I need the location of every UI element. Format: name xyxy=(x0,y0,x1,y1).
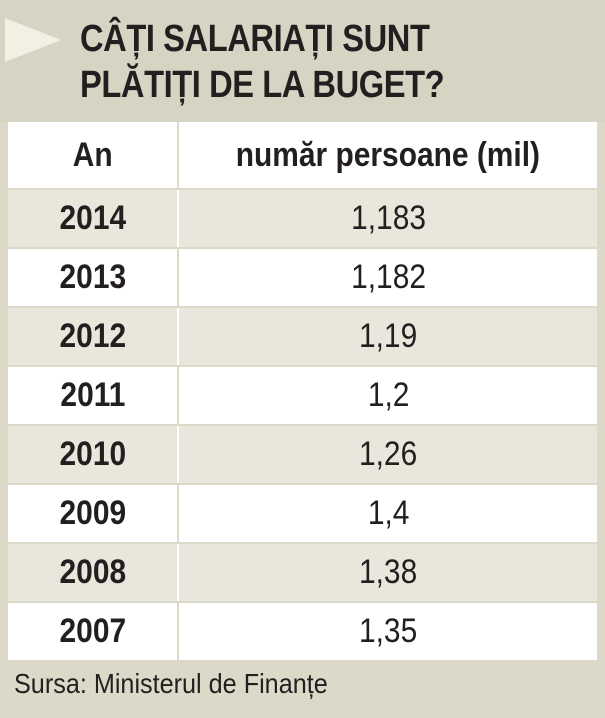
year-cell: 2010 xyxy=(8,425,180,485)
value-cell: 1,26 xyxy=(178,425,597,485)
value-cell: 1,182 xyxy=(178,248,597,308)
table-row: 2010 1,26 xyxy=(8,425,597,485)
chart-title-line-2: PLĂTIȚI DE LA BUGET? xyxy=(80,64,445,106)
data-table: An număr persoane (mil) 2014 1,183 2013 1,1… xyxy=(8,122,597,662)
table-body: 2014 1,183 2013 1,182 2012 1,19 2011 1,2 2010 1,2… xyxy=(8,189,597,662)
table-row: 2014 1,183 xyxy=(8,189,597,249)
table-row: 2011 1,2 xyxy=(8,366,597,426)
table-row: 2007 1,35 xyxy=(8,602,597,662)
year-cell: 2009 xyxy=(8,484,180,544)
title-banner: CÂȚI SALARIAȚI SUNT PLĂTIȚI DE LA BUGET? xyxy=(0,0,605,122)
table-row: 2008 1,38 xyxy=(8,543,597,603)
value-cell: 1,2 xyxy=(178,366,597,426)
year-cell: 2012 xyxy=(8,307,180,367)
value-cell: 1,35 xyxy=(178,602,597,662)
source-note: Sursa: Ministerul de Finanțe xyxy=(14,668,328,699)
year-cell: 2008 xyxy=(8,543,180,603)
year-cell: 2011 xyxy=(8,366,180,426)
column-header-year: An xyxy=(8,122,180,190)
year-cell: 2014 xyxy=(8,189,180,249)
value-cell: 1,19 xyxy=(178,307,597,367)
column-header-value: număr persoane (mil) xyxy=(178,122,597,190)
year-cell: 2007 xyxy=(8,602,180,662)
table-row: 2012 1,19 xyxy=(8,307,597,367)
value-cell: 1,38 xyxy=(178,543,597,603)
arrow-icon xyxy=(5,18,61,62)
table-header-row: An număr persoane (mil) xyxy=(8,122,597,190)
year-cell: 2013 xyxy=(8,248,180,308)
chart-title: CÂȚI SALARIAȚI SUNT PLĂTIȚI DE LA BUGET? xyxy=(80,16,519,108)
table-row: 2013 1,182 xyxy=(8,248,597,308)
chart-title-line-1: CÂȚI SALARIAȚI SUNT xyxy=(80,18,430,60)
value-cell: 1,4 xyxy=(178,484,597,544)
table-row: 2009 1,4 xyxy=(8,484,597,544)
value-cell: 1,183 xyxy=(178,189,597,249)
